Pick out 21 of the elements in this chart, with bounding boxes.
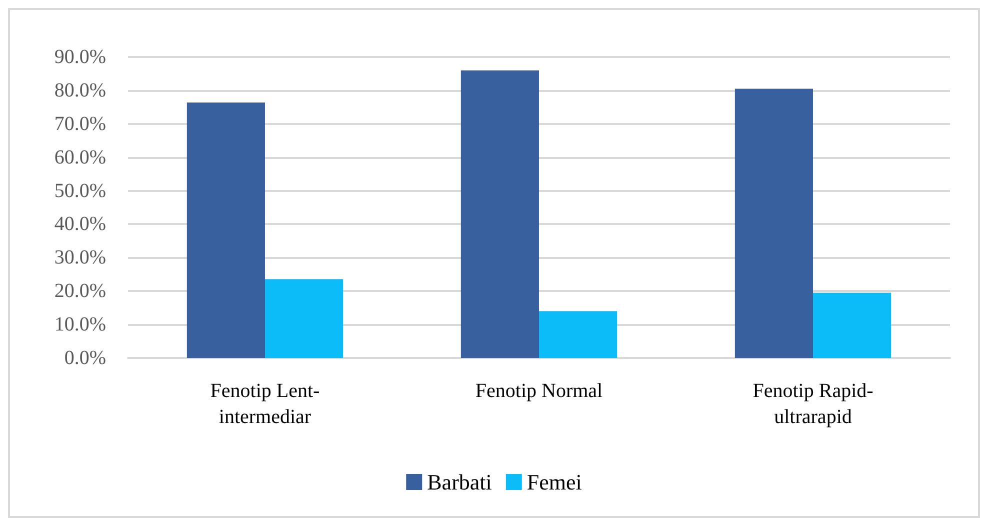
x-tick-label: Fenotip Rapid-ultrarapid	[752, 380, 874, 428]
y-tick-label: 70.0%	[54, 112, 106, 135]
x-tick-label: Fenotip Normal	[475, 380, 604, 402]
bar	[186, 102, 265, 358]
y-tick-label: 50.0%	[54, 180, 106, 202]
legend-label: Barbati	[427, 470, 492, 494]
y-tick-label: 10.0%	[54, 314, 106, 336]
y-tick-label: 20.0%	[54, 280, 106, 302]
y-tick-label: 90.0%	[54, 46, 106, 68]
bar	[539, 311, 618, 358]
bar	[813, 292, 892, 358]
y-tick-label: 80.0%	[54, 79, 106, 102]
y-tick-label: 60.0%	[54, 146, 106, 168]
x-tick-label: Fenotip Lent-intermediar	[210, 380, 320, 428]
bar	[734, 88, 813, 358]
bar	[460, 70, 539, 358]
legend-label: Femei	[526, 470, 582, 494]
y-tick-label: 0.0%	[64, 347, 106, 369]
bar	[265, 279, 344, 358]
y-tick-label: 40.0%	[54, 213, 106, 236]
y-tick-label: 30.0%	[54, 246, 106, 269]
